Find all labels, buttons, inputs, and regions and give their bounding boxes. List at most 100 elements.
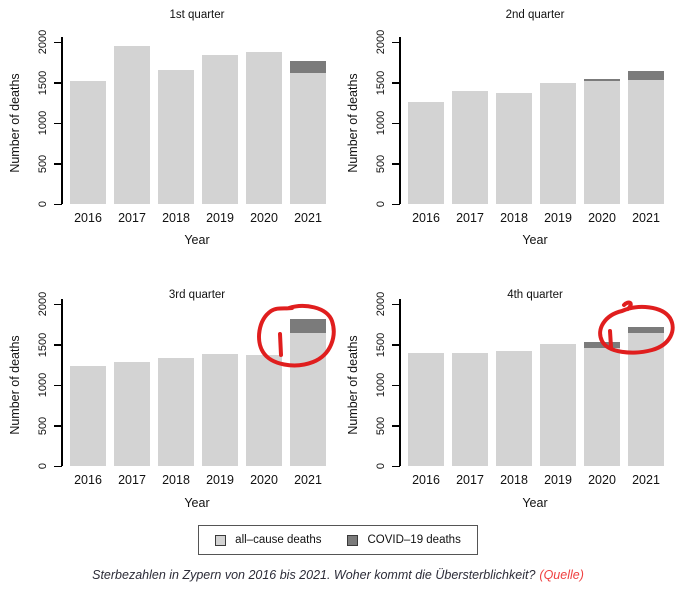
bar-2016	[408, 352, 444, 466]
y-axis-title: Number of deaths	[8, 73, 22, 173]
bars	[400, 42, 670, 204]
plot-area: 0 500 1000 1500 2000	[375, 292, 670, 469]
legend-row: all–cause deaths COVID–19 deaths	[0, 525, 676, 555]
x-tick-labels: 2016 2017 2018 2019 2020 2021	[62, 473, 332, 487]
panel-title: 1st quarter	[169, 9, 225, 21]
x-tick-label: 2017	[456, 211, 484, 225]
y-tick-label: 500	[375, 416, 387, 435]
bar-2019	[202, 354, 238, 466]
bar-2021	[290, 319, 326, 466]
plot-area: 0 500 1000 1500 2000	[37, 292, 332, 469]
all-cause-segment	[584, 80, 620, 204]
y-tick-label: 500	[375, 154, 387, 173]
y-tick	[392, 82, 400, 84]
bar-2018	[496, 92, 532, 204]
x-axis-title: Year	[184, 233, 210, 247]
y-tick-label: 1500	[37, 332, 49, 357]
y-tick-label: 2000	[37, 29, 49, 55]
x-tick-label: 2017	[456, 473, 484, 487]
all-cause-segment	[70, 80, 106, 204]
y-tick-label: 2000	[37, 291, 49, 317]
y-tick-label: 500	[37, 154, 49, 173]
covid-segment	[584, 78, 620, 81]
source-link[interactable]: (Quelle)	[539, 568, 584, 582]
all-cause-segment	[114, 361, 150, 466]
x-tick-label: 2018	[500, 473, 528, 487]
all-cause-segment	[540, 82, 576, 204]
all-cause-segment	[584, 347, 620, 466]
all-cause-segment	[452, 91, 488, 204]
all-cause-segment	[290, 333, 326, 466]
bar-2017	[114, 361, 150, 466]
y-tick	[392, 425, 400, 427]
legend-item-covid: COVID–19 deaths	[347, 534, 461, 546]
x-tick-label: 2018	[162, 473, 190, 487]
y-axis-title: Number of deaths	[8, 335, 22, 435]
all-cause-segment	[496, 350, 532, 466]
covid-segment	[628, 71, 664, 81]
all-cause-segment	[628, 80, 664, 204]
legend-swatch-all-cause-icon	[215, 534, 227, 546]
x-tick-label: 2016	[412, 211, 440, 225]
y-tick-label: 1000	[375, 110, 387, 136]
all-cause-segment	[452, 353, 488, 466]
legend-item-all-cause: all–cause deaths	[215, 534, 321, 546]
bar-2020	[246, 51, 282, 204]
x-tick-label: 2020	[588, 473, 616, 487]
all-cause-segment	[114, 46, 150, 204]
y-axis-title: Number of deaths	[346, 73, 360, 173]
caption-text: Sterbezahlen in Zypern von 2016 bis 2021…	[92, 568, 536, 582]
x-tick-labels: 2016 2017 2018 2019 2020 2021	[400, 211, 670, 225]
all-cause-segment	[628, 333, 664, 466]
bar-2021	[628, 71, 664, 204]
y-axis-line	[399, 299, 401, 466]
covid-segment	[290, 61, 326, 73]
panel-title: 2nd quarter	[505, 9, 565, 21]
x-tick-label: 2020	[250, 473, 278, 487]
x-tick-label: 2018	[500, 211, 528, 225]
x-tick-label: 2016	[74, 211, 102, 225]
x-axis-title: Year	[184, 496, 210, 510]
y-tick-label: 1500	[375, 70, 387, 95]
y-tick-label: 1000	[37, 372, 49, 398]
y-tick	[392, 344, 400, 346]
y-tick-label: 0	[37, 200, 49, 208]
x-tick-label: 2019	[544, 473, 572, 487]
y-tick-label: 1000	[375, 372, 387, 398]
x-tick-label: 2019	[206, 211, 234, 225]
bar-2016	[70, 365, 106, 466]
all-cause-segment	[158, 358, 194, 466]
y-tick-label: 0	[375, 200, 387, 208]
plot-area: 0 500 1000 1500 2000	[37, 30, 332, 207]
all-cause-segment	[408, 101, 444, 204]
y-tick	[54, 344, 62, 346]
bar-2018	[158, 358, 194, 466]
x-tick-label: 2021	[294, 211, 322, 225]
y-tick-label: 2000	[375, 29, 387, 55]
chart-panel-q2: 2nd quarter Number of deaths 0 500 1000 150…	[338, 0, 676, 258]
y-tick	[392, 203, 400, 205]
y-tick	[54, 425, 62, 427]
x-tick-label: 2019	[544, 211, 572, 225]
y-tick-label: 1000	[37, 110, 49, 136]
all-cause-segment	[246, 354, 282, 466]
y-tick	[392, 303, 400, 305]
chart-panel-q4: 4th quarter Number of deaths 0 500 1000 150…	[338, 258, 676, 520]
x-tick-label: 2018	[162, 211, 190, 225]
bar-2019	[540, 344, 576, 466]
bar-2017	[452, 353, 488, 466]
x-tick-label: 2020	[588, 211, 616, 225]
y-tick-label: 2000	[375, 291, 387, 317]
x-tick-label: 2019	[206, 473, 234, 487]
y-axis-line	[61, 37, 63, 204]
all-cause-segment	[70, 365, 106, 466]
y-tick-label: 500	[37, 416, 49, 435]
legend-box: all–cause deaths COVID–19 deaths	[198, 525, 478, 555]
bar-2021	[628, 326, 664, 466]
y-tick-label: 0	[37, 462, 49, 470]
plot-area: 0 500 1000 1500 2000	[375, 30, 670, 207]
bar-2020	[584, 78, 620, 204]
chart-grid: 1st quarter Number of deaths 0 500 1000 150…	[8, 0, 676, 520]
x-tick-label: 2016	[74, 473, 102, 487]
y-tick-label: 1500	[375, 332, 387, 357]
